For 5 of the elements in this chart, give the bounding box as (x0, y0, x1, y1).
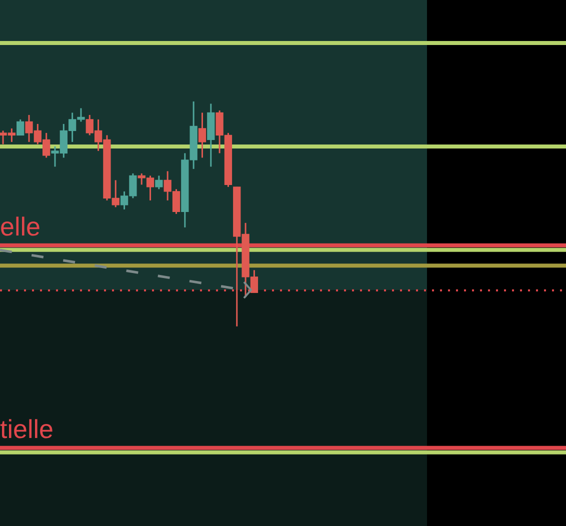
candlestick (198, 112, 206, 158)
ref-line-label: tielle (0, 414, 54, 444)
candlestick (155, 174, 163, 190)
ref-line-label: elle (0, 211, 40, 242)
candlestick (16, 118, 24, 136)
